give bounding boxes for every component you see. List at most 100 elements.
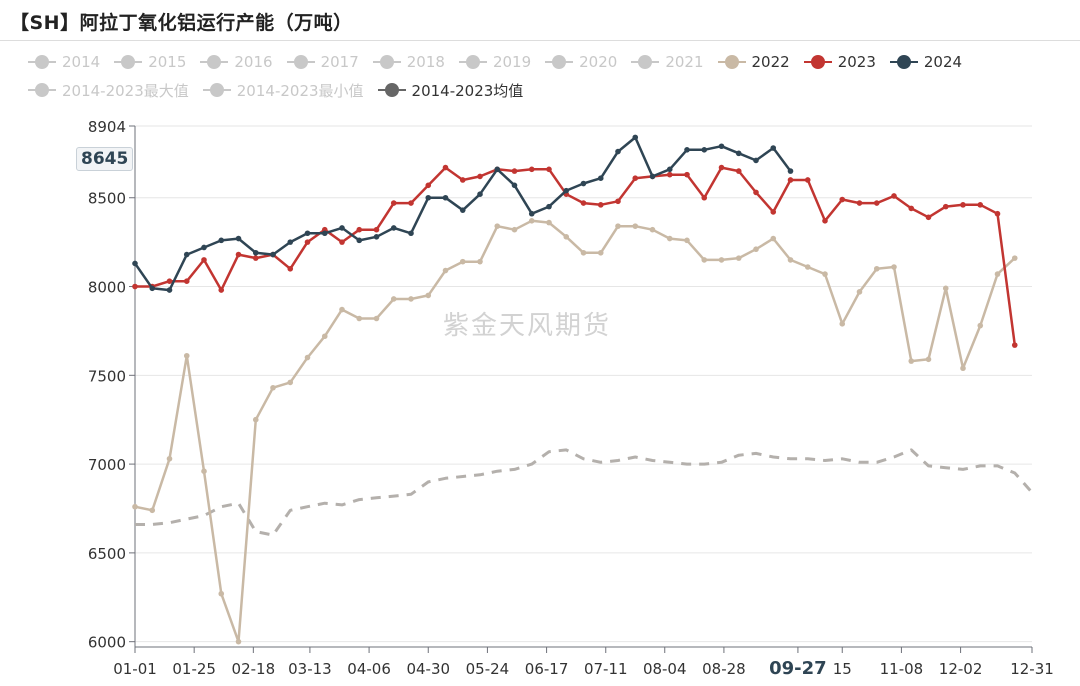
data-point-2022 — [304, 354, 311, 361]
data-point-2023 — [252, 255, 259, 261]
x-tick-label: 07-11 — [584, 660, 628, 678]
chart-title: 【SH】阿拉丁氧化铝运行产能（万吨） — [10, 12, 353, 34]
data-point-2023 — [477, 173, 483, 180]
data-point-2024 — [701, 146, 708, 153]
data-point-2024 — [408, 230, 414, 237]
data-point-2022 — [166, 455, 173, 462]
x-tick-label: 01-01 — [113, 660, 157, 678]
legend-item-2014-2023最大值[interactable]: 2014-2023最大值 — [28, 80, 189, 101]
data-point-2022 — [494, 223, 501, 229]
x-tick-label: 08-04 — [643, 660, 687, 678]
data-point-2023 — [753, 189, 759, 196]
legend-marker-icon — [631, 55, 660, 69]
data-point-2022 — [235, 638, 242, 645]
data-point-2024 — [580, 180, 587, 187]
data-point-2022 — [649, 226, 656, 233]
legend-label: 2014-2023均值 — [411, 81, 524, 100]
legend-item-2023[interactable]: 2023 — [803, 53, 876, 71]
legend-label: 2016 — [234, 53, 273, 71]
legend-label: 2018 — [406, 53, 445, 71]
data-point-2023 — [218, 287, 225, 293]
data-point-2023 — [856, 200, 863, 206]
legend-label: 2022 — [751, 53, 790, 71]
legend-marker-icon — [372, 55, 401, 69]
data-point-2023 — [632, 175, 639, 182]
data-point-2022 — [442, 267, 449, 274]
data-point-2023 — [511, 168, 518, 174]
y-tick-label: 8500 — [88, 190, 126, 208]
data-point-2022 — [839, 321, 846, 327]
data-point-2023 — [459, 177, 466, 183]
legend-marker-icon — [28, 55, 56, 69]
legend-item-2014[interactable]: 2014 — [28, 53, 100, 71]
data-point-2022 — [390, 296, 397, 302]
data-point-2023 — [942, 203, 949, 210]
legend-item-2015[interactable]: 2015 — [114, 53, 186, 71]
data-point-2023 — [1011, 342, 1018, 348]
x-tick-label: 05-24 — [466, 660, 510, 678]
data-point-2022 — [908, 358, 915, 364]
data-point-2023 — [701, 194, 708, 201]
data-point-2024 — [597, 175, 604, 182]
data-point-2023 — [839, 196, 846, 203]
legend-item-2024[interactable]: 2024 — [889, 53, 962, 71]
series-line-2023 — [135, 166, 1017, 346]
legend-item-2014-2023均值[interactable]: 2014-2023均值 — [377, 80, 524, 101]
legend-item-2022[interactable]: 2022 — [717, 53, 790, 71]
title-divider — [0, 40, 1080, 41]
data-point-2023 — [201, 257, 207, 263]
x-tick-label: 08-28 — [702, 660, 746, 678]
legend-item-2019[interactable]: 2019 — [458, 53, 532, 71]
series-line-2014-2023均值 — [135, 448, 1034, 537]
x-tick-label: 04-30 — [406, 660, 450, 678]
legend-marker-icon — [200, 55, 229, 69]
legend-item-2017[interactable]: 2017 — [286, 53, 359, 71]
x-tick-label: 15 — [833, 660, 852, 678]
data-point-2024 — [235, 235, 242, 242]
y-tick-label: 8000 — [88, 279, 126, 297]
data-point-2023 — [718, 164, 725, 171]
data-point-2023 — [960, 202, 966, 208]
legend-item-2018[interactable]: 2018 — [372, 53, 445, 71]
data-point-2022 — [339, 306, 345, 313]
data-point-2023 — [735, 168, 742, 174]
legend-marker-icon — [114, 55, 143, 69]
data-point-2022 — [546, 219, 552, 226]
data-point-2022 — [218, 590, 225, 597]
data-point-2024 — [528, 210, 535, 217]
data-point-2022 — [201, 468, 207, 475]
legend-label: 2014-2023最小值 — [236, 81, 364, 100]
data-point-2023 — [425, 182, 432, 189]
data-point-2022 — [753, 246, 759, 253]
legend-item-2016[interactable]: 2016 — [200, 53, 273, 71]
data-point-2024 — [459, 207, 466, 213]
data-point-2024 — [270, 251, 276, 258]
data-point-2024 — [425, 194, 432, 201]
x-tick-label: 01-25 — [172, 660, 216, 678]
data-point-2022 — [994, 271, 1001, 277]
data-point-2023 — [408, 200, 414, 206]
y-tick-label: 8904 — [88, 118, 126, 136]
data-point-2024 — [166, 287, 173, 293]
data-point-2023 — [166, 278, 173, 284]
data-point-2023 — [597, 202, 604, 208]
data-point-2023 — [787, 177, 794, 183]
legend-item-2021[interactable]: 2021 — [631, 53, 704, 71]
data-point-2023 — [546, 166, 552, 173]
legend-marker-icon — [28, 83, 56, 97]
data-point-2023 — [770, 209, 777, 215]
data-point-2022 — [459, 258, 466, 265]
legend-item-2014-2023最小值[interactable]: 2014-2023最小值 — [202, 80, 364, 101]
x-tick-label: 02-18 — [232, 660, 276, 678]
data-point-2023 — [304, 239, 311, 245]
data-point-2022 — [787, 257, 794, 263]
data-point-2022 — [563, 234, 570, 240]
data-point-2024 — [304, 230, 311, 237]
legend-item-2020[interactable]: 2020 — [545, 53, 617, 71]
data-point-2024 — [684, 146, 690, 153]
data-point-2022 — [632, 223, 639, 229]
legend-marker-icon — [286, 55, 315, 69]
y-tick-label: 6000 — [88, 634, 126, 652]
legend-label: 2019 — [492, 53, 532, 71]
